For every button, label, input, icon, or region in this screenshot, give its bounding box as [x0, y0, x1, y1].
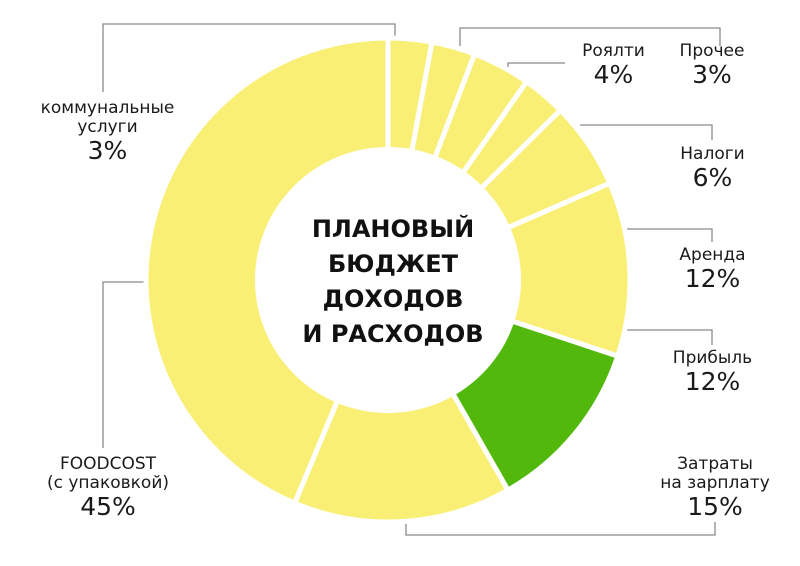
- label-zarplata-name-1: Затраты: [677, 454, 753, 474]
- label-kommunalnye-name-2: услуги: [77, 117, 138, 138]
- chart-title-line-3: ДОХОДОВ: [322, 285, 464, 313]
- leader-line-2: [459, 27, 721, 46]
- label-pribyl: Прибыль 12%: [650, 348, 775, 397]
- label-zarplata: Затраты на зарплату 15%: [640, 454, 790, 522]
- label-prochee-name: Прочее: [679, 41, 745, 61]
- label-prochee: Прочее 3%: [662, 41, 762, 90]
- leader-line-5: [626, 228, 713, 242]
- label-foodcost-name-1: FOODCOST: [59, 454, 157, 474]
- label-royalty-value: 4%: [593, 60, 634, 90]
- leader-line-6: [626, 329, 713, 345]
- chart-title-line-1: ПЛАНОВЫЙ: [311, 215, 475, 243]
- label-arenda-name: Аренда: [679, 245, 746, 265]
- label-nalogi: Налоги 6%: [655, 144, 770, 193]
- leader-lines: [102, 23, 721, 536]
- chart-title-line-4: И РАСХОДОВ: [302, 320, 484, 348]
- leader-line-4: [580, 124, 713, 140]
- label-pribyl-value: 12%: [684, 367, 741, 397]
- label-kommunalnye-name-1: коммунальные: [40, 98, 175, 118]
- leader-line-7: [102, 281, 160, 448]
- leader-line-1: [102, 23, 396, 92]
- label-zarplata-name-2: на зарплату: [660, 473, 770, 494]
- label-kommunalnye: коммунальные услуги 3%: [20, 98, 195, 166]
- label-kommunalnye-value: 3%: [87, 136, 128, 166]
- label-nalogi-name: Налоги: [680, 144, 745, 164]
- chart-title-line-2: БЮДЖЕТ: [328, 250, 458, 278]
- label-prochee-value: 3%: [692, 60, 732, 90]
- label-royalty-name: Роялти: [582, 41, 645, 61]
- chart-title: ПЛАНОВЫЙ БЮДЖЕТ ДОХОДОВ И РАСХОДОВ: [283, 212, 503, 352]
- label-royalty: Роялти 4%: [566, 41, 661, 90]
- label-arenda-value: 12%: [684, 264, 741, 294]
- donut-hole: [255, 147, 521, 413]
- leader-line-8: [405, 520, 716, 536]
- label-pribyl-name: Прибыль: [672, 348, 753, 368]
- label-arenda: Аренда 12%: [655, 245, 770, 294]
- label-foodcost: FOODCOST (с упаковкой) 45%: [18, 454, 198, 522]
- label-foodcost-name-2: (с упаковкой): [46, 473, 169, 494]
- label-foodcost-value: 45%: [80, 492, 136, 522]
- label-nalogi-value: 6%: [692, 163, 733, 193]
- label-zarplata-value: 15%: [687, 492, 743, 522]
